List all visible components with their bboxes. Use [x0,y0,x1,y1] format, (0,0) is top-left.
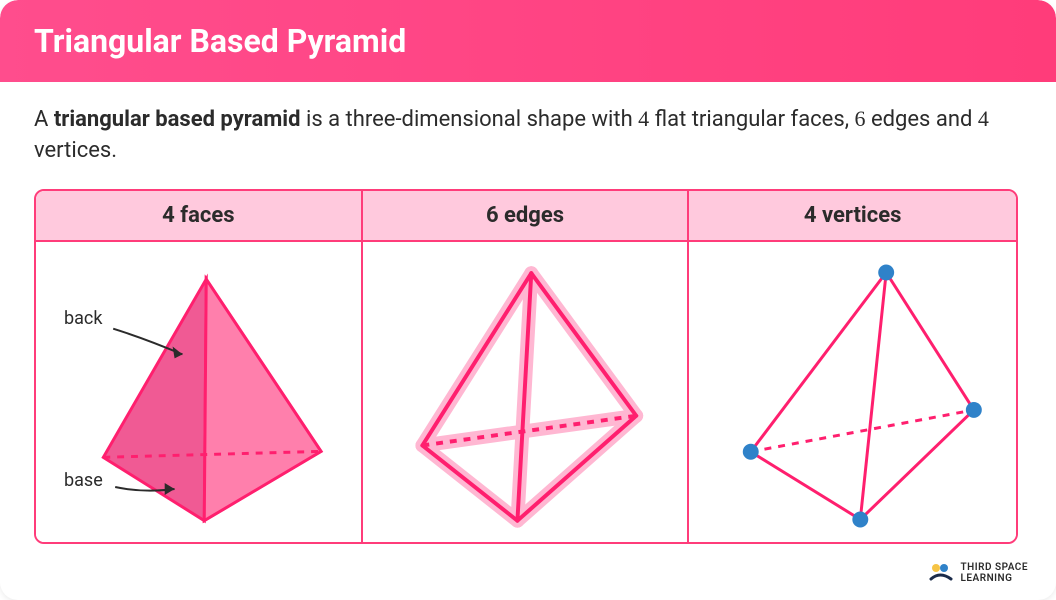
card-title: Triangular Based Pyramid [34,22,406,60]
faces-diagram [36,242,361,542]
col-header-faces: 4 faces [36,191,363,242]
cell-edges [363,242,690,542]
card-body: A triangular based pyramid is a three-di… [0,82,1056,554]
brand-text: THIRD SPACE LEARNING [961,562,1028,584]
card-header: Triangular Based Pyramid [0,0,1056,82]
brand-badge: THIRD SPACE LEARNING [929,561,1028,584]
cell-faces: back base [36,242,363,542]
edges-diagram [363,242,688,542]
label-back: back [64,308,102,329]
info-card: Triangular Based Pyramid A triangular ba… [0,0,1056,600]
col-header-edges: 6 edges [363,191,690,242]
col-header-vertices: 4 vertices [689,191,1016,242]
vertices-diagram [689,242,1016,542]
cell-vertices [689,242,1016,542]
label-base: base [64,470,103,491]
properties-table: 4 faces 6 edges 4 vertices back base [34,189,1018,544]
description-text: A triangular based pyramid is a three-di… [34,104,1022,167]
brand-icon [929,561,953,584]
